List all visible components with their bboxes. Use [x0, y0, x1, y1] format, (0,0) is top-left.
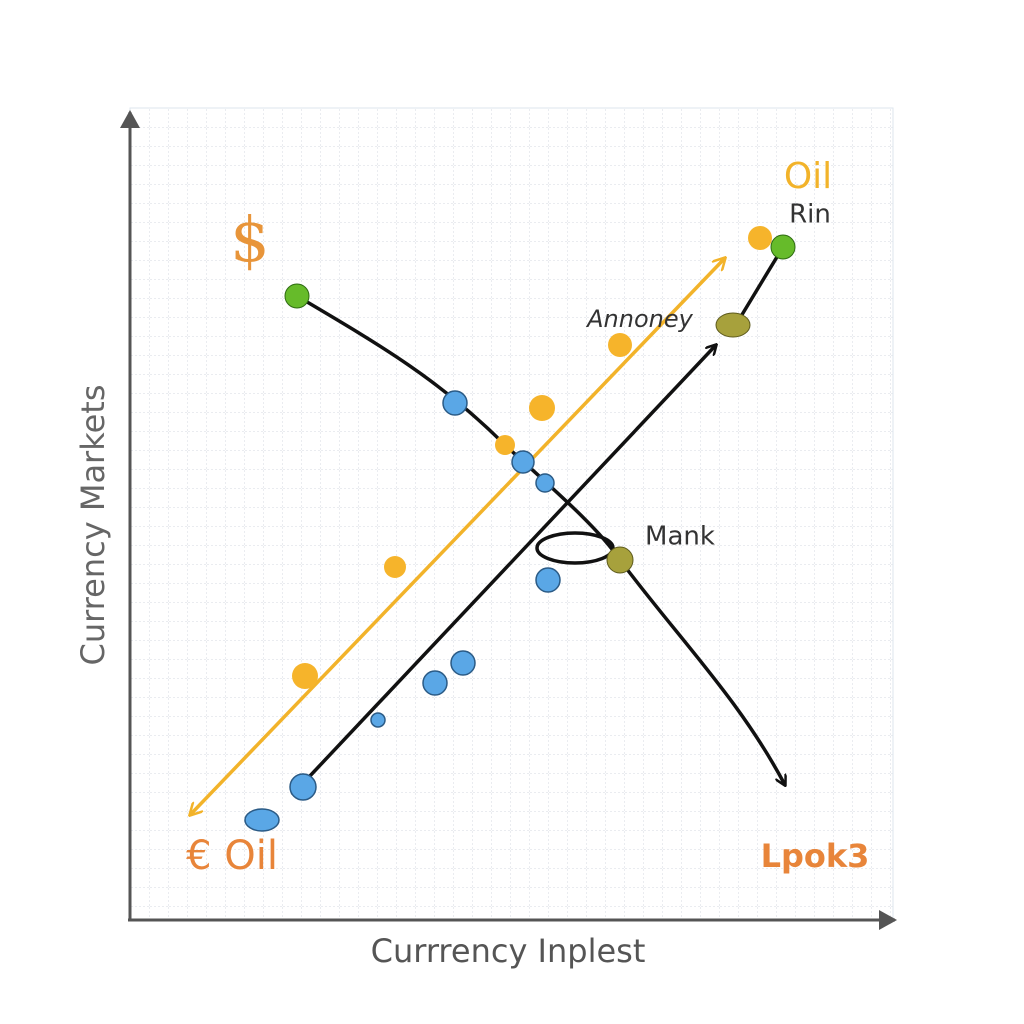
orange-line: [190, 258, 725, 815]
dot: [244, 808, 280, 832]
dot: [450, 650, 476, 676]
dot: [606, 546, 634, 574]
dot: [511, 450, 535, 474]
label: $: [230, 203, 269, 276]
dot: [495, 435, 515, 455]
label: Lpok3: [761, 837, 870, 875]
dot: [529, 395, 555, 421]
label: Mank: [645, 522, 715, 552]
x-axis-label: Currrency Inplest: [371, 932, 646, 970]
blue-dots: [244, 390, 561, 832]
y-axis-label: Currency Markets: [74, 384, 112, 665]
dot: [748, 226, 772, 250]
label: Annoney: [585, 305, 694, 333]
label: Oil: [784, 156, 832, 197]
dot: [284, 283, 310, 309]
dot: [715, 312, 751, 338]
black-line: [290, 345, 716, 797]
label: € Oil: [186, 833, 278, 879]
black-line: [738, 246, 785, 319]
dot: [292, 663, 318, 689]
dot: [608, 333, 632, 357]
dot: [535, 567, 561, 593]
dot: [535, 473, 555, 493]
dot: [770, 234, 796, 260]
dot: [384, 556, 406, 578]
orange-dots: [292, 226, 772, 689]
dot: [442, 390, 468, 416]
dot: [289, 773, 317, 801]
dot: [422, 670, 448, 696]
ellipse: [535, 531, 615, 565]
label: Rin: [789, 200, 831, 230]
dot: [370, 712, 386, 728]
